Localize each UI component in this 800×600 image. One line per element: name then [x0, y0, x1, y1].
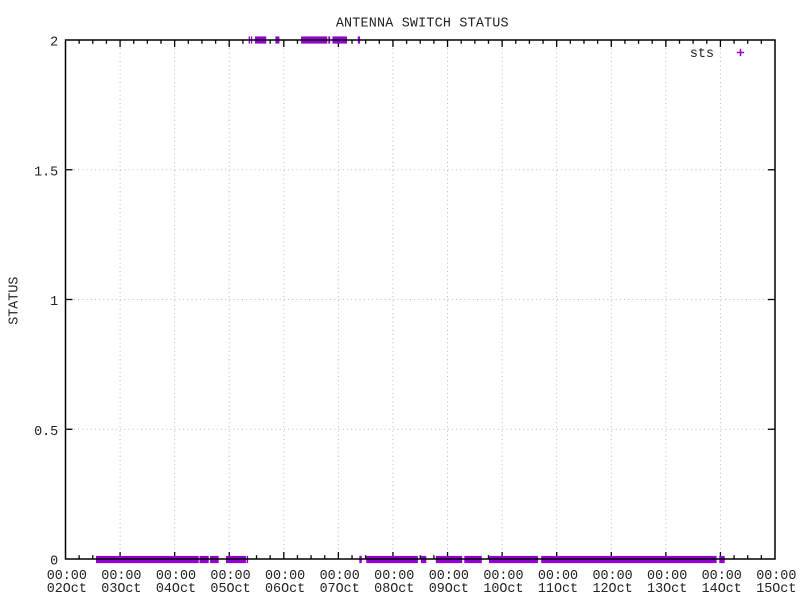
- svg-text:ANTENNA SWITCH STATUS: ANTENNA SWITCH STATUS: [336, 17, 509, 32]
- svg-text:04Oct: 04Oct: [156, 582, 196, 597]
- svg-text:14Oct: 14Oct: [702, 582, 742, 597]
- svg-text:07Oct: 07Oct: [320, 582, 360, 597]
- svg-text:1: 1: [50, 295, 58, 310]
- svg-text:05Oct: 05Oct: [210, 582, 250, 597]
- svg-text:02Oct: 02Oct: [47, 582, 87, 597]
- svg-text:09Oct: 09Oct: [429, 582, 469, 597]
- svg-text:00:00: 00:00: [156, 569, 196, 584]
- svg-text:08Oct: 08Oct: [374, 582, 414, 597]
- svg-text:0.5: 0.5: [34, 425, 58, 440]
- svg-text:STATUS: STATUS: [8, 277, 23, 325]
- svg-text:03Oct: 03Oct: [101, 582, 141, 597]
- svg-text:13Oct: 13Oct: [647, 582, 687, 597]
- svg-text:00:00: 00:00: [265, 569, 305, 584]
- svg-text:00:00: 00:00: [429, 569, 469, 584]
- svg-text:11Oct: 11Oct: [538, 582, 578, 597]
- svg-text:12Oct: 12Oct: [592, 582, 632, 597]
- svg-text:00:00: 00:00: [210, 569, 250, 584]
- svg-text:00:00: 00:00: [756, 569, 796, 584]
- svg-text:00:00: 00:00: [647, 569, 687, 584]
- svg-text:10Oct: 10Oct: [483, 582, 523, 597]
- svg-text:00:00: 00:00: [592, 569, 632, 584]
- svg-text:00:00: 00:00: [702, 569, 742, 584]
- svg-text:00:00: 00:00: [47, 569, 87, 584]
- svg-text:00:00: 00:00: [101, 569, 141, 584]
- svg-text:06Oct: 06Oct: [265, 582, 305, 597]
- svg-text:00:00: 00:00: [320, 569, 360, 584]
- svg-text:1.5: 1.5: [34, 165, 58, 180]
- svg-text:2: 2: [50, 36, 58, 51]
- svg-text:sts: sts: [690, 47, 714, 62]
- svg-text:00:00: 00:00: [483, 569, 523, 584]
- svg-text:15Oct: 15Oct: [756, 582, 796, 597]
- svg-text:00:00: 00:00: [374, 569, 414, 584]
- svg-text:00:00: 00:00: [538, 569, 578, 584]
- svg-text:0: 0: [50, 555, 58, 570]
